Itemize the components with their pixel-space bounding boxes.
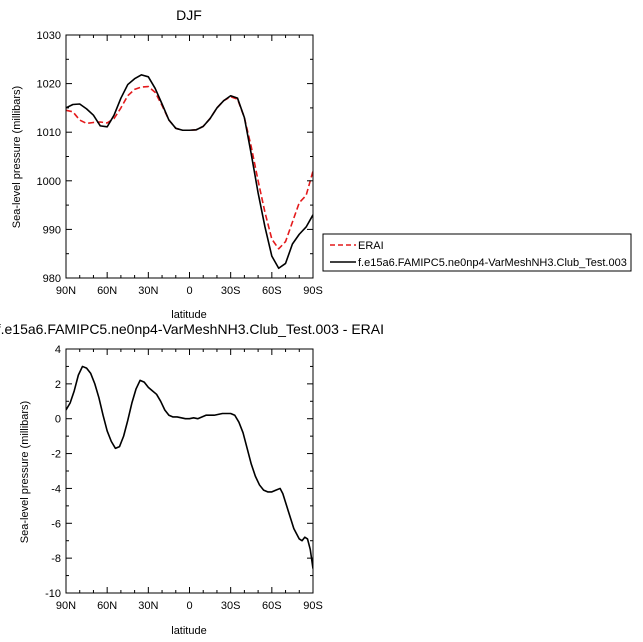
bottom-x-tick-label: 60S bbox=[262, 600, 282, 612]
bottom-y-tick-label: -2 bbox=[51, 449, 61, 461]
top-series-line-1 bbox=[66, 74, 313, 270]
legend-label-erai: ERAI bbox=[358, 240, 384, 252]
top-series-line-0 bbox=[66, 85, 313, 250]
bottom-panel: f.e15a6.FAMIPC5.ne0np4-VarMeshNH3.Club_T… bbox=[0, 321, 384, 637]
bottom-x-tick-label: 30N bbox=[138, 600, 158, 612]
top-x-tick-label: 60N bbox=[97, 285, 117, 297]
bottom-x-tick-label: 30S bbox=[221, 600, 241, 612]
top-y-tick-label: 990 bbox=[43, 224, 61, 236]
top-y-tick-label: 1000 bbox=[37, 176, 61, 188]
bottom-plot-area: 90N 60N 30N 0 30S 60S 90S -10 -8 -6 -4 -2 0 2 4 bbox=[45, 344, 323, 612]
top-plot-area: 90N 60N 30N 0 30S 60S 90S 980 990 1000 1010 1020 103… bbox=[37, 30, 323, 297]
legend-box bbox=[322, 233, 632, 272]
bottom-x-axis-label: latitude bbox=[171, 625, 206, 637]
bottom-x-tick-label: 90S bbox=[303, 600, 323, 612]
legend-label-model: f.e15a6.FAMIPC5.ne0np4-VarMeshNH3.Club_T… bbox=[358, 257, 627, 269]
legend: ERAI f.e15a6.FAMIPC5.ne0np4-VarMeshNH3.C… bbox=[322, 233, 632, 272]
top-x-tick-label: 90S bbox=[303, 285, 323, 297]
bottom-plot-frame bbox=[65, 348, 314, 594]
top-y-tick-label: 980 bbox=[43, 273, 61, 285]
bottom-x-tick-label: 90N bbox=[56, 600, 76, 612]
top-y-tick-label: 1020 bbox=[37, 79, 61, 91]
bottom-series-line-0 bbox=[66, 365, 313, 569]
top-plot-frame bbox=[65, 34, 314, 279]
top-y-tick-label: 1010 bbox=[37, 127, 61, 139]
top-x-tick-label: 30N bbox=[138, 285, 158, 297]
bottom-chart-title: f.e15a6.FAMIPC5.ne0np4-VarMeshNH3.Club_T… bbox=[0, 321, 384, 337]
bottom-x-tick-label: 0 bbox=[186, 600, 192, 612]
bottom-y-tick-label: 0 bbox=[55, 414, 61, 426]
top-x-tick-label: 30S bbox=[221, 285, 241, 297]
bottom-y-tick-label: -10 bbox=[45, 588, 61, 600]
bottom-y-axis-label: Sea-level pressure (millibars) bbox=[19, 401, 31, 543]
top-x-tick-label: 90N bbox=[56, 285, 76, 297]
bottom-y-tick-label: 4 bbox=[55, 344, 61, 356]
top-chart-title: DJF bbox=[176, 7, 202, 23]
top-panel: DJF 90N 60N 30N 0 30S 60S 90S 980 990 1000 1010 102… bbox=[11, 7, 632, 321]
bottom-y-tick-label: -6 bbox=[51, 518, 61, 530]
top-y-axis-label: Sea-level pressure (millibars) bbox=[11, 86, 23, 228]
bottom-y-tick-label: 2 bbox=[55, 379, 61, 391]
bottom-y-tick-label: -4 bbox=[51, 483, 61, 495]
top-x-tick-label: 0 bbox=[186, 285, 192, 297]
top-x-axis-label: latitude bbox=[171, 309, 206, 321]
bottom-x-tick-label: 60N bbox=[97, 600, 117, 612]
bottom-y-tick-label: -8 bbox=[51, 553, 61, 565]
top-x-tick-label: 60S bbox=[262, 285, 282, 297]
top-y-tick-label: 1030 bbox=[37, 30, 61, 42]
